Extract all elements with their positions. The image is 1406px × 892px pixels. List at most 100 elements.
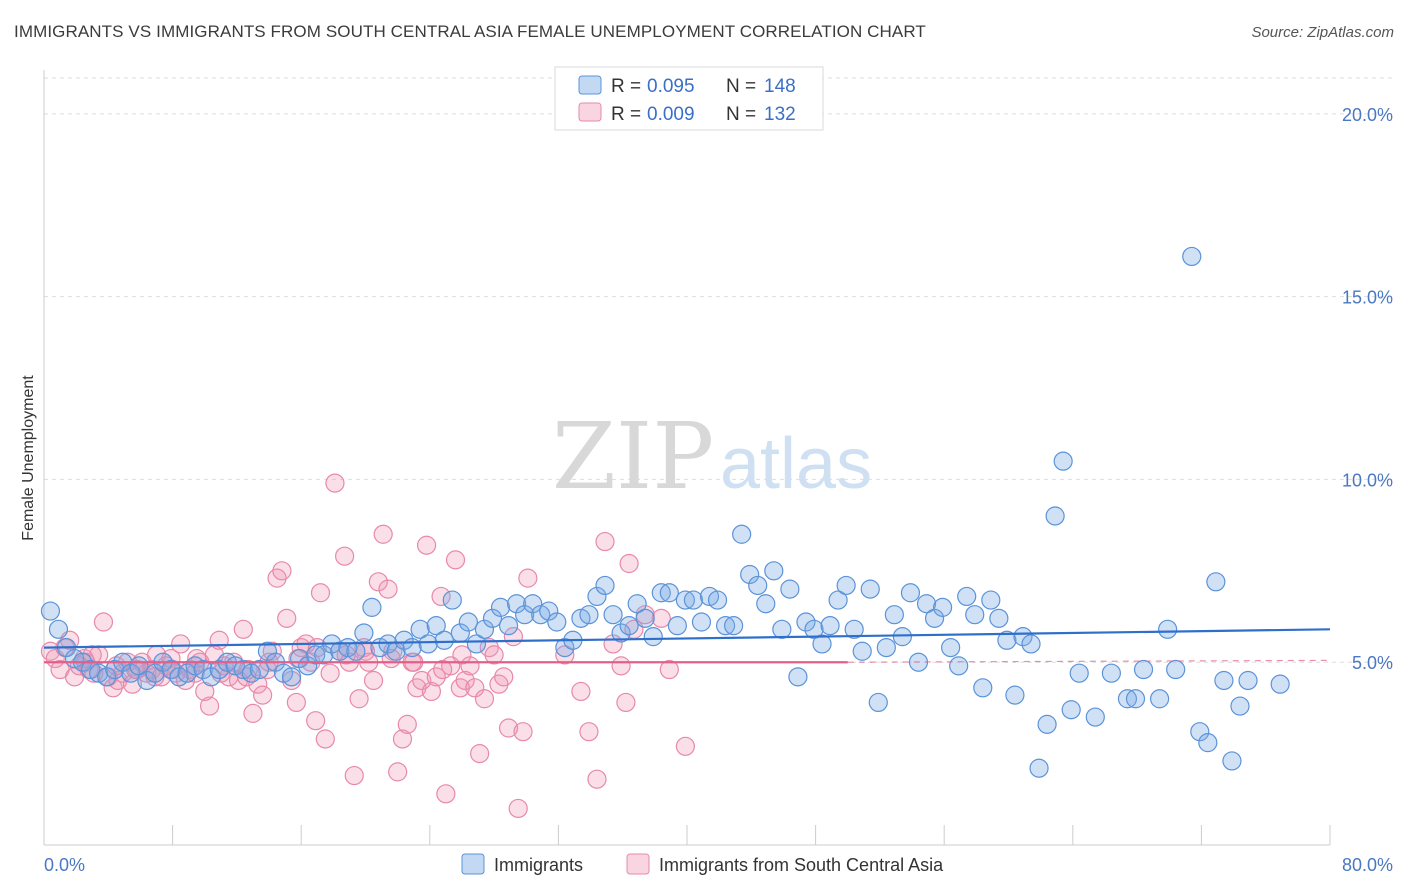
point-south-central-asia [619, 553, 639, 574]
source-credit: Source: ZipAtlas.com [1251, 24, 1394, 41]
point-south-central-asia [248, 674, 268, 694]
point-immigrants [1029, 758, 1049, 778]
point-immigrants [48, 619, 69, 639]
point-immigrants [362, 597, 382, 617]
point-immigrants [579, 605, 599, 625]
point-south-central-asia [277, 608, 297, 628]
point-south-central-asia [368, 572, 388, 592]
legend-n-value-2: 132 [764, 104, 796, 125]
point-immigrants [876, 637, 896, 658]
legend-r-label-2: R = [611, 104, 641, 125]
point-south-central-asia [171, 634, 191, 654]
point-immigrants [1117, 689, 1138, 709]
bottom-legend-label-south-central-asia: Immigrants from South Central Asia [659, 855, 944, 875]
point-immigrants [804, 619, 824, 639]
point-south-central-asia [238, 659, 258, 680]
point-immigrants [474, 619, 495, 639]
point-south-central-asia [455, 670, 475, 691]
y-tick-label-15: 15.0% [1342, 288, 1393, 308]
point-immigrants [1133, 659, 1154, 680]
point-south-central-asia [233, 619, 253, 639]
point-immigrants [949, 656, 969, 676]
point-south-central-asia [209, 630, 229, 650]
point-south-central-asia [474, 689, 495, 709]
legend-r-value-2: 0.009 [647, 104, 695, 125]
watermark-atlas: atlas [720, 424, 872, 504]
point-immigrants [515, 605, 535, 625]
point-immigrants [812, 634, 832, 654]
point-south-central-asia [412, 670, 432, 691]
point-immigrants [209, 659, 229, 680]
watermark: ZIP atlas [552, 403, 872, 510]
point-immigrants [1013, 627, 1033, 647]
point-south-central-asia [349, 689, 369, 709]
legend-n-value-1: 148 [764, 76, 796, 97]
point-south-central-asia [253, 685, 273, 705]
point-south-central-asia [595, 531, 615, 552]
point-immigrants [354, 623, 374, 643]
point-south-central-asia [587, 769, 607, 789]
bottom-legend-swatch-immigrants [461, 853, 485, 875]
point-south-central-asia [445, 550, 466, 570]
legend-swatch-immigrants [578, 75, 602, 95]
y-tick-label-5: 5.0% [1352, 653, 1393, 673]
point-south-central-asia [494, 667, 514, 687]
point-immigrants [587, 586, 607, 607]
point-immigrants [667, 616, 687, 636]
point-south-central-asia [421, 681, 442, 702]
point-immigrants [868, 692, 888, 713]
point-immigrants [1005, 685, 1025, 705]
point-south-central-asia [433, 659, 453, 680]
point-immigrants [507, 594, 527, 614]
legend-r-value-1: 0.095 [647, 76, 695, 97]
point-south-central-asia [659, 659, 679, 680]
point-immigrants [884, 605, 904, 625]
point-immigrants [619, 616, 639, 636]
trend-line-south-central-asia-extension [847, 659, 1331, 663]
point-immigrants [965, 605, 985, 625]
top-legend: R = 0.095 N = 148 R = 0.009 N = 132 [554, 66, 824, 131]
point-immigrants [836, 575, 856, 596]
point-immigrants [627, 594, 647, 614]
point-immigrants [523, 594, 543, 614]
point-immigrants [1158, 619, 1178, 639]
point-immigrants [426, 616, 446, 636]
point-immigrants [932, 597, 953, 617]
point-immigrants [852, 641, 872, 661]
point-immigrants [635, 608, 655, 628]
point-immigrants [306, 645, 326, 665]
point-immigrants [394, 630, 414, 650]
point-south-central-asia [452, 645, 472, 665]
point-immigrants [177, 663, 197, 683]
point-immigrants [410, 619, 430, 639]
point-immigrants [1021, 634, 1041, 654]
point-south-central-asia [93, 612, 114, 632]
point-south-central-asia [325, 473, 345, 493]
point-south-central-asia [344, 765, 364, 786]
point-immigrants [724, 616, 744, 636]
point-immigrants [1270, 674, 1290, 694]
point-immigrants [442, 590, 462, 610]
point-immigrants [547, 612, 567, 632]
series-immigrants-points [40, 246, 1290, 778]
point-immigrants [1230, 696, 1250, 716]
point-south-central-asia [199, 696, 220, 716]
point-immigrants [346, 641, 366, 661]
legend-swatch-south-central-asia [578, 102, 602, 122]
point-immigrants [193, 659, 213, 680]
point-immigrants [466, 634, 487, 654]
point-south-central-asia [320, 663, 340, 683]
point-south-central-asia [336, 645, 356, 665]
point-south-central-asia [392, 729, 413, 749]
point-immigrants [651, 583, 671, 603]
point-south-central-asia [465, 678, 485, 698]
point-immigrants [788, 667, 808, 687]
point-south-central-asia [498, 718, 519, 738]
point-immigrants [973, 678, 993, 698]
point-south-central-asia [315, 729, 335, 749]
point-immigrants [675, 590, 695, 610]
point-south-central-asia [397, 714, 417, 734]
point-immigrants [145, 663, 165, 683]
bottom-legend-swatch-south-central-asia [626, 853, 650, 875]
